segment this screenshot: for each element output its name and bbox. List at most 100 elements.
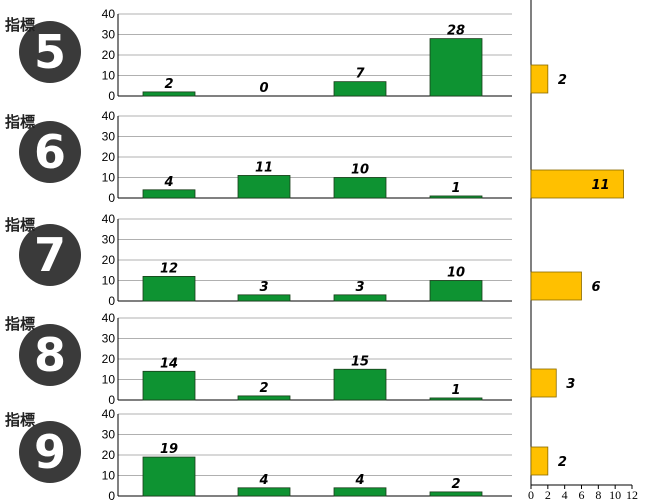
y-tick-label: 30: [102, 233, 116, 247]
h-bar: [530, 446, 549, 476]
bar-value-label: 19: [160, 442, 178, 457]
y-tick-label: 40: [102, 311, 116, 325]
y-tick-label: 40: [102, 407, 116, 421]
y-tick-label: 0: [108, 89, 115, 103]
y-tick-label: 30: [102, 130, 116, 144]
h-bar-value-label: 2: [558, 73, 567, 88]
y-tick-label: 20: [102, 48, 116, 62]
bar: [333, 368, 387, 401]
h-x-tick-label: 2: [545, 488, 551, 501]
h-x-tick-label: 0: [528, 488, 534, 501]
y-tick-label: 10: [102, 373, 116, 387]
h-x-tick-label: 8: [595, 488, 601, 501]
y-tick-label: 10: [102, 274, 116, 288]
indicator-label: 指標: [5, 315, 35, 333]
h-bar: [530, 64, 549, 94]
bar: [237, 294, 291, 302]
h-x-tick-label: 10: [609, 488, 621, 501]
indicator-badge: [19, 421, 81, 483]
y-tick-label: 0: [108, 191, 115, 205]
indicator-panel-7: 7指標 0 10 20 30 40 12 3 3 10: [5, 212, 512, 308]
bar: [333, 81, 387, 97]
bar-value-label: 4: [163, 175, 173, 190]
y-tick-label: 10: [102, 171, 116, 185]
bar-value-label: 0: [259, 81, 268, 96]
indicator-number: 6: [34, 125, 66, 179]
y-tick-label: 0: [108, 294, 115, 308]
bar-value-label: 4: [354, 473, 364, 488]
h-bar-value-label: 11: [591, 178, 609, 193]
bar-value-label: 11: [255, 160, 273, 175]
bar-value-label: 4: [258, 473, 268, 488]
indicator-panel-6: 6指標 0 10 20 30 40 4 11 10 1: [5, 109, 512, 205]
indicator-number: 8: [34, 328, 66, 382]
bar: [142, 275, 196, 302]
y-tick-label: 10: [102, 469, 116, 483]
y-tick-label: 30: [102, 428, 116, 442]
indicator-badge: [19, 324, 81, 386]
bar-value-label: 14: [160, 356, 178, 371]
indicator-number: 9: [34, 425, 66, 479]
y-tick-label: 30: [102, 28, 116, 42]
y-tick-label: 20: [102, 150, 116, 164]
bar-value-label: 28: [447, 24, 465, 39]
bar: [237, 487, 291, 497]
h-bar: [530, 169, 624, 199]
y-tick-label: 0: [108, 393, 115, 407]
y-tick-label: 20: [102, 352, 116, 366]
indicator-panel-9: 9指標 0 10 20 30 40 19 4 4 2: [5, 407, 512, 501]
bar: [429, 491, 483, 497]
y-tick-label: 10: [102, 69, 116, 83]
bar: [142, 189, 196, 199]
indicator-badge: [19, 21, 81, 83]
bar-value-label: 1: [451, 181, 460, 196]
indicator-badge: [19, 121, 81, 183]
y-tick-label: 0: [108, 489, 115, 501]
y-tick-label: 20: [102, 253, 116, 267]
y-tick-label: 40: [102, 109, 116, 123]
bar-value-label: 2: [259, 381, 268, 396]
bar-value-label: 10: [351, 163, 369, 178]
h-bar-value-label: 2: [558, 455, 567, 470]
bar: [333, 487, 387, 497]
bar: [142, 91, 196, 97]
h-x-tick-label: 4: [562, 488, 568, 501]
indicator-label: 指標: [5, 411, 35, 429]
indicator-number: 5: [34, 25, 66, 79]
h-bar-value-label: 3: [566, 377, 575, 392]
y-tick-label: 30: [102, 332, 116, 346]
indicator-badge: [19, 224, 81, 286]
bar: [142, 370, 196, 401]
indicator-number: 7: [34, 228, 66, 282]
bar-value-label: 15: [351, 354, 369, 369]
h-bar-value-label: 6: [592, 280, 601, 295]
h-bar: [530, 271, 582, 301]
bar-value-label: 3: [355, 280, 364, 295]
bar: [142, 456, 196, 497]
bar: [333, 177, 387, 199]
bar: [429, 280, 483, 302]
bar: [237, 395, 291, 401]
indicator-label: 指標: [5, 113, 35, 131]
bar: [429, 195, 483, 199]
bar: [429, 38, 483, 97]
bar-value-label: 1: [451, 383, 460, 398]
bar-value-label: 7: [355, 67, 365, 82]
indicator-label: 指標: [5, 216, 35, 234]
bar-value-label: 2: [451, 477, 460, 492]
bar-value-label: 10: [447, 266, 465, 281]
y-tick-label: 40: [102, 7, 116, 21]
y-tick-label: 20: [102, 448, 116, 462]
bar-value-label: 12: [160, 261, 178, 276]
y-tick-label: 40: [102, 212, 116, 226]
indicator-panel-8: 8指標 0 10 20 30 40 14 2 15 1: [5, 311, 512, 407]
bar-value-label: 2: [164, 77, 173, 92]
bar: [237, 175, 291, 199]
h-x-tick-label: 12: [626, 488, 638, 501]
h-bar: [530, 368, 557, 398]
h-x-tick-label: 6: [579, 488, 585, 501]
bar: [429, 397, 483, 401]
